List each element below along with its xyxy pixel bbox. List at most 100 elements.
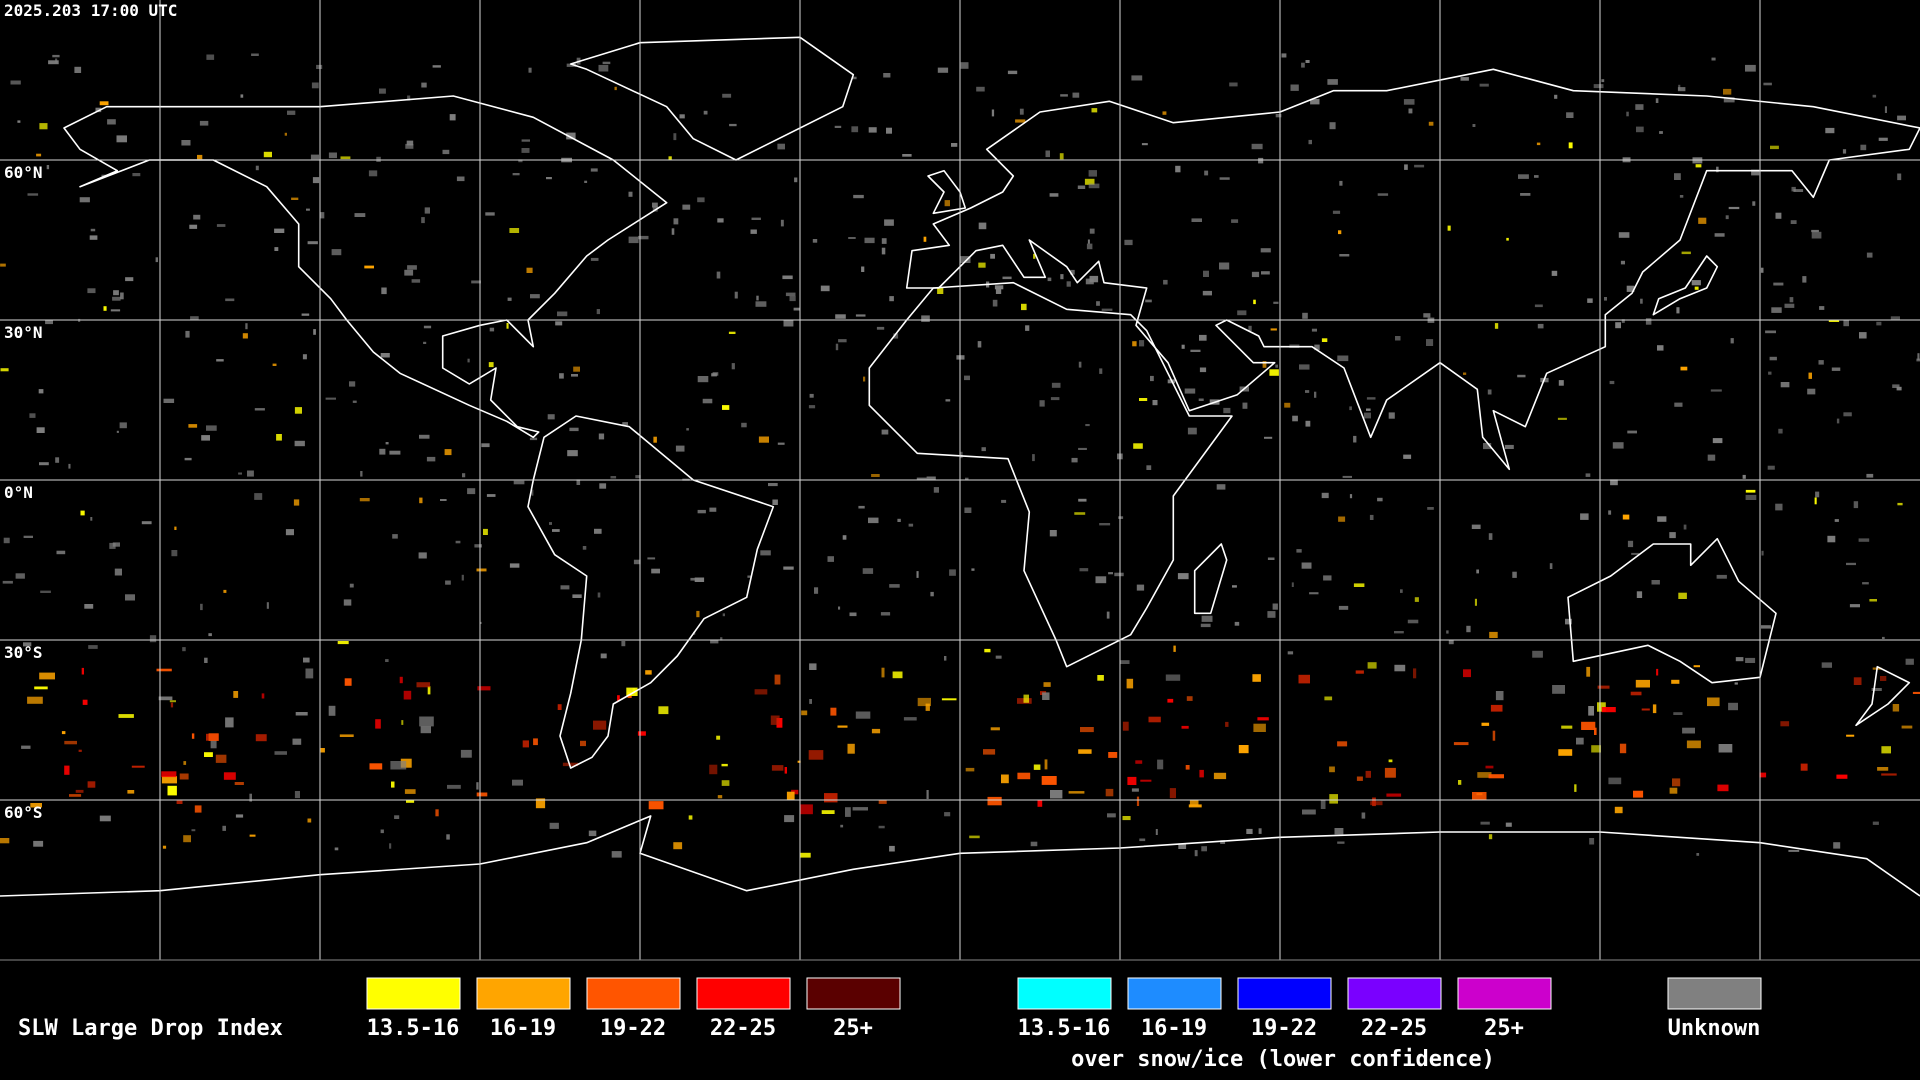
cloud-pixel bbox=[1305, 60, 1310, 63]
cloud-pixel bbox=[1631, 552, 1640, 555]
cloud-pixel bbox=[750, 229, 757, 234]
cloud-pixel bbox=[1225, 721, 1229, 727]
cloud-pixel bbox=[30, 803, 42, 808]
cloud-pixel bbox=[1403, 454, 1412, 459]
cloud-pixel bbox=[313, 329, 316, 335]
cloud-pixel bbox=[1127, 776, 1137, 785]
cloud-pixel bbox=[405, 143, 414, 149]
cloud-pixel bbox=[0, 368, 9, 372]
cloud-pixel bbox=[1682, 727, 1695, 734]
cloud-pixel bbox=[1472, 124, 1476, 127]
cloud-pixel bbox=[747, 575, 751, 578]
cloud-pixel bbox=[1695, 164, 1702, 168]
cloud-pixel bbox=[673, 218, 679, 225]
cloud-pixel bbox=[404, 269, 414, 276]
cloud-pixel bbox=[566, 63, 577, 67]
cloud-pixel bbox=[1042, 692, 1050, 700]
cloud-pixel bbox=[238, 472, 242, 475]
cloud-pixel bbox=[1568, 142, 1573, 149]
cloud-pixel bbox=[23, 642, 32, 647]
cloud-pixel bbox=[325, 397, 336, 400]
cloud-pixel bbox=[199, 120, 209, 126]
cloud-pixel bbox=[1735, 657, 1744, 662]
cloud-pixel bbox=[675, 445, 685, 452]
cloud-pixel bbox=[971, 568, 975, 571]
cloud-pixel bbox=[1657, 516, 1667, 522]
cloud-pixel bbox=[1896, 386, 1902, 391]
cloud-pixel bbox=[878, 799, 887, 804]
cloud-pixel bbox=[161, 771, 177, 778]
cloud-pixel bbox=[1237, 310, 1247, 316]
cloud-pixel bbox=[1707, 697, 1720, 707]
cloud-pixel bbox=[509, 563, 520, 568]
cloud-pixel bbox=[394, 815, 400, 819]
cloud-pixel bbox=[467, 488, 476, 495]
cloud-pixel bbox=[1091, 108, 1098, 113]
cloud-pixel bbox=[889, 296, 894, 302]
cloud-pixel bbox=[1131, 788, 1139, 792]
cloud-pixel bbox=[881, 667, 885, 678]
cloud-pixel bbox=[185, 330, 190, 338]
cloud-pixel bbox=[406, 799, 415, 803]
cloud-pixel bbox=[760, 550, 771, 556]
cloud-pixel bbox=[848, 237, 856, 239]
legend-swatch bbox=[586, 977, 681, 1010]
cloud-pixel bbox=[1364, 412, 1371, 419]
coastline-madagascar bbox=[1193, 543, 1228, 615]
cloud-pixel bbox=[1589, 838, 1595, 845]
cloud-pixel bbox=[461, 574, 464, 581]
cloud-pixel bbox=[697, 197, 705, 203]
legend-label: 22-25 bbox=[1361, 1016, 1427, 1041]
cloud-pixel bbox=[1139, 398, 1148, 401]
cloud-pixel bbox=[1338, 230, 1342, 235]
cloud-pixel bbox=[1853, 677, 1862, 685]
cloud-pixel bbox=[1551, 270, 1558, 276]
cloud-pixel bbox=[254, 493, 263, 500]
cloud-pixel bbox=[416, 682, 431, 688]
cloud-pixel bbox=[908, 523, 914, 527]
cloud-pixel bbox=[1301, 562, 1312, 569]
cloud-pixel bbox=[710, 640, 719, 644]
cloud-pixel bbox=[782, 275, 793, 280]
cloud-pixel bbox=[1767, 465, 1775, 470]
cloud-pixel bbox=[858, 505, 865, 509]
cloud-pixel bbox=[881, 238, 887, 244]
cloud-pixel bbox=[917, 697, 931, 707]
cloud-pixel bbox=[1152, 400, 1158, 406]
coastline-japan bbox=[1652, 255, 1719, 316]
cloud-pixel bbox=[407, 95, 411, 101]
cloud-pixel bbox=[863, 376, 866, 382]
cloud-pixel bbox=[626, 687, 638, 696]
cloud-pixel bbox=[945, 399, 951, 402]
cloud-pixel bbox=[1108, 752, 1118, 758]
cloud-pixel bbox=[1135, 760, 1143, 764]
cloud-pixel bbox=[156, 668, 172, 672]
cloud-pixel bbox=[1257, 717, 1269, 721]
cloud-pixel bbox=[1037, 800, 1043, 807]
cloud-pixel bbox=[835, 314, 846, 319]
cloud-pixel bbox=[1426, 339, 1434, 346]
cloud-pixel bbox=[944, 812, 951, 817]
cloud-pixel bbox=[1669, 787, 1678, 794]
cloud-pixel bbox=[1404, 164, 1408, 170]
cloud-pixel bbox=[424, 207, 430, 214]
cloud-pixel bbox=[584, 180, 588, 183]
cloud-pixel bbox=[21, 745, 31, 749]
cloud-pixel bbox=[984, 648, 991, 653]
legend-label: 19-22 bbox=[600, 1016, 666, 1041]
cloud-pixel bbox=[897, 518, 901, 522]
cloud-pixel bbox=[1032, 454, 1035, 462]
cloud-pixel bbox=[204, 657, 208, 663]
cloud-pixel bbox=[1716, 166, 1719, 173]
legend-swatch bbox=[1347, 977, 1442, 1010]
cloud-pixel bbox=[440, 499, 447, 501]
cloud-pixel bbox=[1264, 436, 1273, 439]
cloud-pixel bbox=[379, 448, 386, 455]
legend-swatch bbox=[1017, 977, 1112, 1010]
cloud-pixel bbox=[1251, 271, 1260, 278]
cloud-pixel bbox=[1827, 535, 1836, 543]
cloud-pixel bbox=[600, 653, 607, 659]
cloud-pixel bbox=[878, 825, 885, 829]
cloud-pixel bbox=[799, 852, 811, 858]
cloud-pixel bbox=[964, 375, 970, 381]
